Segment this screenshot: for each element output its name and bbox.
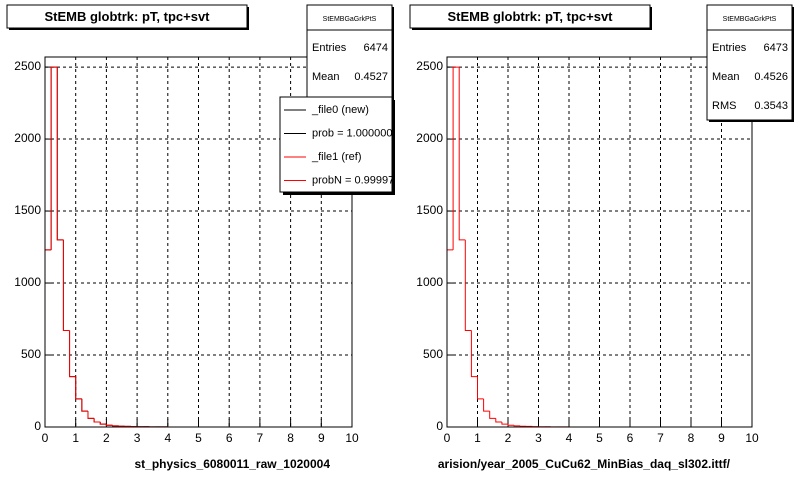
histogram-bin (112, 425, 119, 427)
chart-title: StEMB globtrk: pT, tpc+svt (447, 9, 613, 24)
y-tick-label: 500 (21, 347, 41, 361)
x-tick-label: 4 (164, 431, 171, 445)
stats-value: 0.4527 (354, 71, 388, 83)
title-box (6, 4, 248, 29)
legend-label: _file1 (ref) (311, 151, 362, 163)
stats-box (706, 4, 793, 121)
x-tick-label: 2 (103, 431, 110, 445)
y-tick-label: 0 (436, 419, 443, 433)
histogram-bin (452, 66, 460, 250)
histogram-bin (489, 411, 496, 419)
x-tick-label: 9 (718, 431, 725, 445)
histogram-bin (483, 398, 490, 412)
histogram-bin (477, 376, 484, 400)
x-tick-label: 3 (535, 431, 542, 445)
y-tick-label: 1000 (14, 275, 41, 289)
x-tick-label: 8 (688, 431, 695, 445)
title-box (409, 4, 651, 29)
x-tick-label: 0 (42, 431, 49, 445)
x-tick-label: 1 (474, 431, 481, 445)
stats-label: Entries (712, 42, 747, 54)
y-tick-label: 500 (423, 347, 443, 361)
x-tick-label: 10 (345, 431, 359, 445)
x-tick-label: 7 (657, 431, 664, 445)
x-tick-label: 7 (257, 431, 264, 445)
stats-label: Mean (712, 71, 740, 83)
chart-title: StEMB globtrk: pT, tpc+svt (44, 9, 210, 24)
stats-title: StEMBGaGrkPtS (323, 16, 377, 23)
stats-value: 6473 (764, 42, 788, 54)
histogram-bin (495, 418, 502, 423)
legend-label: prob = 1.000000 (312, 127, 392, 139)
y-tick-label: 2500 (416, 59, 443, 73)
x-tick-label: 6 (226, 431, 233, 445)
x-tick-label: 3 (134, 431, 141, 445)
histogram-bin (501, 421, 508, 425)
legend-box (279, 96, 393, 193)
stats-value: 6474 (364, 42, 388, 54)
x-tick-label: 1 (72, 431, 79, 445)
histogram-bin (470, 330, 478, 378)
plot-border (446, 56, 753, 428)
histogram-bin (513, 425, 521, 427)
histogram-bin (75, 376, 82, 400)
x-tick-label: 4 (566, 431, 573, 445)
x-tick-label: 10 (745, 431, 759, 445)
y-tick-label: 1000 (416, 275, 443, 289)
stats-value: 0.4526 (754, 71, 788, 83)
x-tick-label: 2 (505, 431, 512, 445)
stats-label: Mean (312, 71, 340, 83)
legend: _file0 (new) prob = 1.000000 _file1 (ref) p… (284, 104, 394, 186)
stats-title: StEMBGaGrkPtS (723, 16, 777, 23)
x-axis-label: st_physics_6080011_raw_1020004 (134, 457, 330, 471)
histogram-bin (99, 421, 107, 425)
histogram-bin (507, 424, 515, 426)
x-tick-label: 5 (596, 431, 603, 445)
y-tick-label: 2000 (416, 131, 443, 145)
y-tick-label: 0 (34, 419, 41, 433)
x-tick-label: 8 (287, 431, 294, 445)
y-tick-label: 2500 (14, 59, 41, 73)
legend-label: _file0 (new) (311, 104, 369, 116)
histogram-bin (458, 67, 466, 241)
x-tick-label: 6 (627, 431, 634, 445)
x-tick-label: 5 (195, 431, 202, 445)
stats-label: Entries (312, 42, 347, 54)
histogram-bin (87, 411, 95, 419)
y-tick-label: 1500 (14, 203, 41, 217)
plot-border (44, 56, 353, 428)
x-tick-label: 9 (318, 431, 325, 445)
legend-label: probN = 0.99997 (312, 174, 394, 186)
y-tick-label: 2000 (14, 131, 41, 145)
histogram-bin (464, 239, 472, 332)
stats-value: 0.3543 (754, 100, 788, 112)
x-tick-label: 0 (444, 431, 451, 445)
histogram-bin (93, 418, 101, 423)
stats-label: RMS (712, 100, 736, 112)
x-axis-label: arision/year_2005_CuCu62_MinBias_daq_sl3… (438, 457, 731, 471)
histogram-bin (50, 66, 58, 250)
histogram-bin (105, 424, 113, 426)
histogram-bin (62, 239, 70, 332)
histogram-bin (81, 398, 88, 412)
histogram-bin (56, 67, 64, 241)
histogram-bin (69, 330, 76, 378)
y-tick-label: 1500 (416, 203, 443, 217)
